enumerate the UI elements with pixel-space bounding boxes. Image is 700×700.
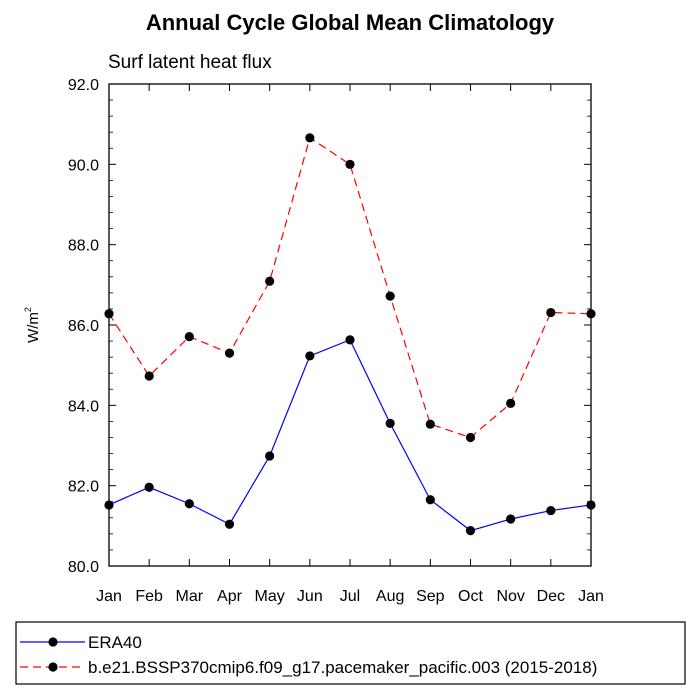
y-axis-label-unit: W/m	[25, 312, 42, 343]
x-tick-label: Jun	[297, 588, 323, 605]
x-tick-label: Jan	[96, 588, 122, 605]
data-point	[506, 514, 516, 524]
y-tick-label: 82.0	[68, 479, 99, 496]
data-point	[265, 276, 275, 286]
data-point	[104, 500, 114, 510]
chart-subtitle: Surf latent heat flux	[108, 52, 272, 73]
x-tick-label: Feb	[135, 588, 163, 605]
data-point	[104, 309, 114, 319]
y-tick-label: 80.0	[68, 559, 99, 576]
data-point	[265, 451, 275, 461]
legend-label: ERA40	[88, 633, 142, 652]
data-point	[586, 309, 596, 319]
y-tick-label: 88.0	[68, 238, 99, 255]
y-tick-label: 84.0	[68, 398, 99, 415]
data-point	[184, 499, 194, 509]
data-point	[586, 500, 596, 510]
data-point	[425, 419, 435, 429]
plot-frame	[108, 83, 592, 567]
series-line	[108, 136, 592, 439]
data-point	[385, 291, 395, 301]
data-point	[144, 482, 154, 492]
data-point	[345, 335, 355, 345]
axes: 80.0 82.0 84.0 86.0 88.0 90.0 92.0 Jan Feb Mar Apr…	[68, 77, 604, 605]
data-point	[385, 418, 395, 429]
y-axis-label-exponent: 2	[23, 307, 33, 312]
data-point	[305, 351, 315, 361]
x-tick-label: Mar	[176, 588, 204, 605]
data-point	[465, 526, 476, 536]
x-tick-label: Jan	[578, 588, 604, 605]
x-tick-label: Dec	[537, 588, 565, 605]
x-tick-label: Oct	[458, 588, 483, 605]
series-2	[104, 133, 596, 443]
legend: ERA40 b.e21.BSSP370cmip6.f09_g17.pacemake…	[15, 621, 686, 685]
x-tick-label: Nov	[496, 588, 524, 605]
data-point	[506, 398, 516, 408]
y-tick-label: 92.0	[68, 77, 99, 94]
y-axis-label: W/m2	[23, 307, 42, 343]
data-series	[104, 133, 596, 536]
data-point	[305, 133, 315, 143]
legend-marker	[48, 637, 58, 647]
x-tick-label: Sep	[416, 588, 445, 605]
data-point	[546, 307, 556, 318]
series-line	[108, 339, 592, 532]
data-point	[184, 332, 194, 342]
legend-marker	[48, 662, 58, 672]
data-point	[465, 432, 476, 443]
chart-title: Annual Cycle Global Mean Climatology	[146, 10, 555, 35]
series-1	[104, 335, 596, 536]
x-tick-label: Apr	[217, 588, 243, 605]
data-point	[144, 371, 154, 381]
legend-label: b.e21.BSSP370cmip6.f09_g17.pacemaker_pac…	[88, 658, 597, 677]
data-point	[546, 505, 556, 516]
data-point	[224, 348, 235, 358]
legend-box	[15, 621, 686, 685]
x-tick-label: May	[255, 588, 285, 605]
y-tick-label: 86.0	[68, 318, 99, 335]
data-point	[224, 519, 235, 529]
data-point	[425, 495, 435, 505]
x-tick-label: Aug	[376, 588, 404, 605]
y-tick-label: 90.0	[68, 157, 99, 174]
data-point	[345, 159, 355, 169]
x-tick-label: Jul	[340, 588, 360, 605]
